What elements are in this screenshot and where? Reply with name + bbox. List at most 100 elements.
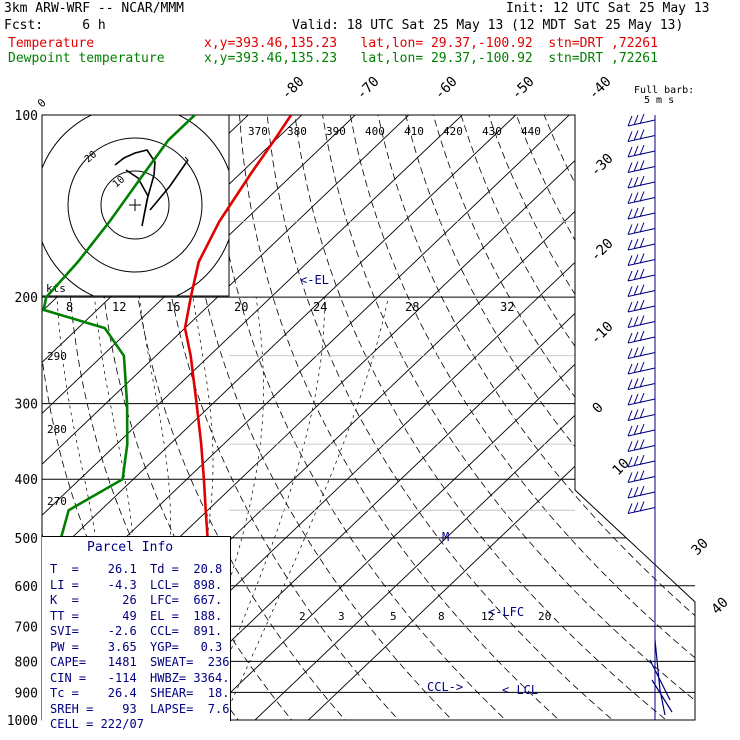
pressure-label: 900 [15, 686, 38, 701]
isotherm-label: 40 [709, 595, 732, 618]
theta-label: 380 [287, 125, 307, 138]
theta-label-lower: 280 [47, 423, 67, 436]
isotherm-label: -80 [279, 74, 308, 103]
hodograph-speed-label: 32 [500, 300, 514, 314]
parcel-info-row: T = 26.1 Td = 20.8 [50, 562, 222, 576]
hodograph-speed-label: 12 [112, 300, 126, 314]
parcel-info-right: HWBZ= 3364. [150, 670, 230, 685]
lfc-annotation: <-LFC [488, 605, 524, 619]
temperature-legend-label: Temperature [8, 36, 95, 51]
mixing-ratio-label: 12 [481, 610, 494, 623]
isotherm-label: -30 [588, 151, 617, 180]
wind-barb [627, 439, 656, 452]
dry-adiabat [155, 115, 411, 720]
parcel-info-left: SVI= -2.6 [50, 624, 137, 638]
isotherm-label: 0 [590, 400, 607, 417]
parcel-info-left: K = 26 [50, 593, 137, 607]
parcel-info-right: CCL= 891. [150, 624, 223, 638]
dry-adiabat [294, 115, 683, 720]
wind-barb [627, 501, 656, 514]
wind-barb [627, 191, 656, 204]
isotherm-line [42, 115, 584, 720]
dry-adiabat [183, 115, 466, 720]
pressure-label: 700 [15, 620, 38, 635]
parcel-info-panel: Parcel Info T = 26.1 Td = 20.8 LI = -4.3 LC… [42, 536, 231, 731]
wind-barb [627, 361, 656, 375]
parcel-info-left: Tc = 26.4 [50, 686, 137, 700]
hodograph-speed-label: 20 [234, 300, 248, 314]
theta-label: 430 [482, 125, 502, 138]
parcel-info-row: CIN = -114 HWBZ= 3364. [50, 670, 229, 685]
hodograph-ring [100, 170, 170, 240]
dry-adiabat [349, 115, 695, 720]
isotherm-line [42, 115, 424, 720]
parcel-info-row: K = 26 LFC= 667. [50, 593, 222, 607]
parcel-info-row: CAPE= 1481 SWEAT= 236 [50, 655, 229, 669]
wind-barb [627, 346, 656, 359]
parcel-info-left: LI = -4.3 [50, 577, 137, 592]
dry-adiabat [322, 115, 695, 720]
theta-label: 370 [248, 125, 268, 138]
wind-barb [627, 377, 656, 390]
m-annotation: M [442, 530, 449, 544]
parcel-info-row: PW = 3.65 YGP= 0.3 [50, 640, 222, 654]
mixing-ratio-label: 3 [338, 610, 345, 623]
theta-label: 420 [443, 125, 463, 138]
hodograph-ring [67, 137, 203, 273]
dry-adiabat [543, 115, 695, 720]
pressure-label: 1000 [7, 714, 38, 729]
hodograph-speed-label: 28 [405, 300, 419, 314]
parcel-info-right: LFC= 667. [150, 593, 223, 607]
pressure-label: 400 [15, 473, 38, 488]
wind-barb [627, 470, 656, 483]
hodograph-speed-label: 8 [66, 300, 73, 314]
isotherm-label: -10 [588, 319, 617, 348]
wind-barb [627, 222, 656, 235]
dry-adiabat [377, 115, 695, 720]
isotherm-line [241, 115, 695, 720]
dry-adiabat [460, 115, 695, 720]
wind-barb [627, 160, 656, 173]
theta-label-lower: 270 [47, 495, 67, 508]
isotherm-label: -70 [354, 74, 383, 103]
wind-barb [627, 129, 656, 142]
parcel-info-right: EL = 188. [150, 608, 223, 623]
wind-barb [627, 315, 656, 328]
pressure-label: 100 [15, 109, 38, 124]
wind-barb-legend-line2: 5 m s [644, 95, 674, 106]
model-title: 3km ARW-WRF -- NCAR/MMM [4, 1, 185, 16]
theta-label: 410 [404, 125, 424, 138]
parcel-info-left: SREH = 93 [50, 701, 137, 716]
mixing-ratio-label: 2 [299, 610, 306, 623]
dry-adiabat [516, 115, 695, 720]
dry-adiabat [266, 115, 629, 720]
parcel-info-left: T = 26.1 [50, 562, 137, 576]
dry-adiabat [239, 115, 574, 720]
parcel-info-right: LAPSE= 7.6 [150, 701, 230, 716]
parcel-info-left: CIN = -114 [50, 670, 137, 685]
wind-barb [627, 113, 656, 127]
hodograph-speed-label: 16 [166, 300, 180, 314]
parcel-info-title: Parcel Info [87, 540, 174, 555]
forecast-hour: Fcst: 6 h [4, 18, 106, 33]
isotherm-label: -50 [509, 74, 538, 103]
isotherm-line [42, 115, 477, 720]
isotherm-label: -40 [586, 74, 615, 103]
wind-barb [627, 408, 656, 421]
low-level-wind-barbs [649, 639, 673, 716]
isotherm-label: -60 [432, 74, 461, 103]
theta-label: 400 [365, 125, 385, 138]
parcel-info-right: LCL= 898. [150, 577, 223, 592]
parcel-info-row: TT = 49 EL = 188. [50, 609, 222, 623]
wind-barb [627, 206, 656, 220]
wind-barb [627, 268, 656, 282]
wind-barb-legend-line1: Full barb: [634, 85, 694, 96]
wind-barb [627, 175, 656, 189]
pressure-label: 500 [15, 532, 38, 547]
theta-label: 440 [521, 125, 541, 138]
wind-barb [627, 485, 656, 499]
valid-time: Valid: 18 UTC Sat 25 May 13 (12 MDT Sat … [292, 18, 684, 33]
dry-adiabat [211, 115, 520, 720]
wind-barb [627, 454, 656, 468]
wind-barb [627, 299, 656, 313]
